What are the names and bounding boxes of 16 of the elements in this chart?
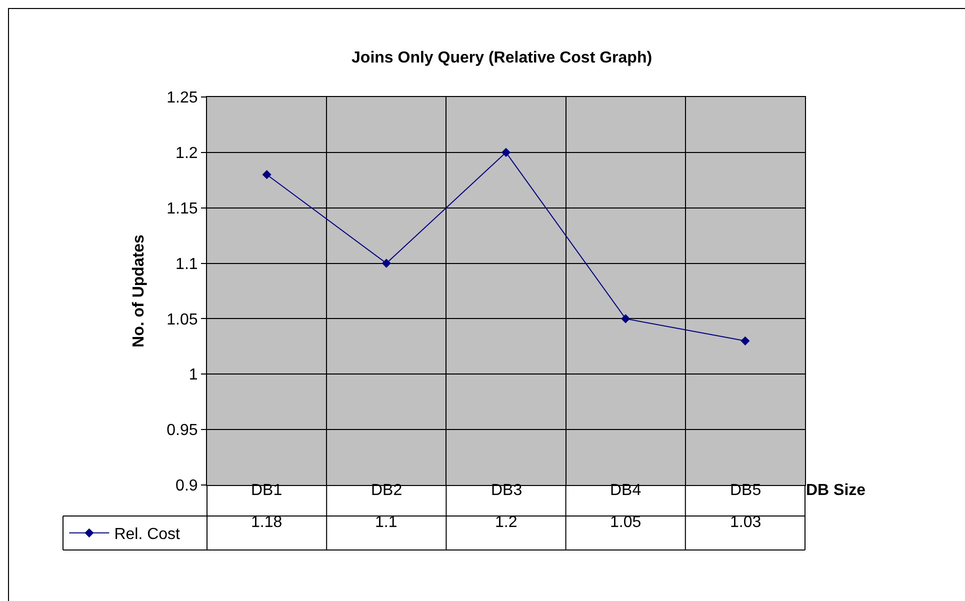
y-tick-label: 1.15 xyxy=(166,200,198,218)
y-tick-label: 1 xyxy=(188,366,198,384)
legend-label: Rel. Cost xyxy=(114,526,181,544)
y-tick-label: 1.25 xyxy=(166,90,198,107)
data-label: 1.2 xyxy=(495,514,518,531)
y-tick-label: 0.9 xyxy=(176,478,198,495)
x-axis-title: DB Size xyxy=(806,482,866,499)
data-label: 1.1 xyxy=(375,514,398,531)
data-label: 1.18 xyxy=(251,514,282,531)
chart-title: Joins Only Query (Relative Cost Graph) xyxy=(352,50,652,67)
y-tick-label: 1.2 xyxy=(176,145,198,162)
data-label: 1.03 xyxy=(730,514,762,531)
y-tick-label: 0.95 xyxy=(166,422,198,440)
y-tick-label: 1.05 xyxy=(166,311,198,328)
y-axis-title: No. of Updates xyxy=(130,234,148,348)
y-tick-label: 1.1 xyxy=(176,256,198,273)
